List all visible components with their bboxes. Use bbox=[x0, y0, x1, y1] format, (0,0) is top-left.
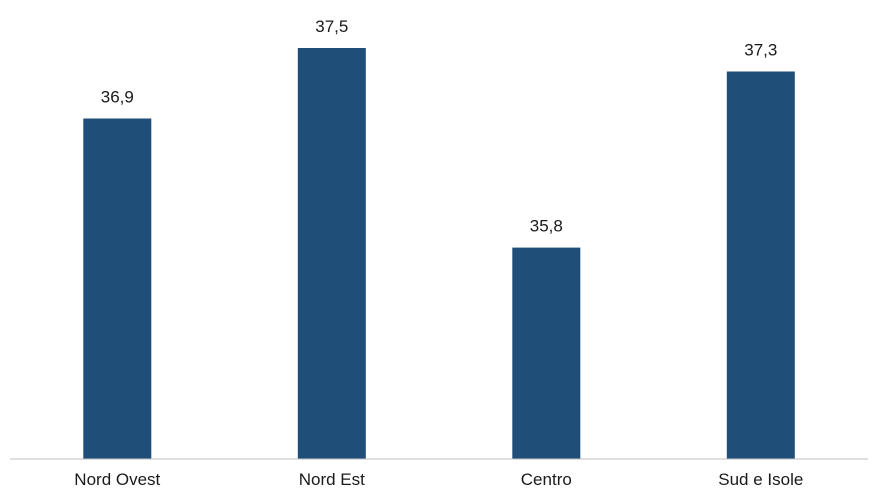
bar-centro bbox=[512, 247, 581, 459]
data-label-sud-e-isole: 37,3 bbox=[744, 41, 777, 60]
x-axis-tick-labels: Nord Ovest Nord Est Centro Sud e Isole bbox=[74, 470, 803, 489]
x-tick-label-sud-e-isole: Sud e Isole bbox=[718, 470, 803, 489]
x-tick-label-centro: Centro bbox=[521, 470, 572, 489]
bars-layer bbox=[83, 48, 795, 459]
data-label-nord-ovest: 36,9 bbox=[101, 88, 134, 107]
bar-sud-e-isole bbox=[726, 71, 795, 459]
x-tick-label-nord-est: Nord Est bbox=[299, 470, 365, 489]
data-labels-layer: 36,9 37,5 35,8 37,3 bbox=[101, 17, 778, 236]
data-label-nord-est: 37,5 bbox=[315, 17, 348, 36]
bar-nord-ovest bbox=[83, 118, 152, 459]
x-tick-label-nord-ovest: Nord Ovest bbox=[74, 470, 160, 489]
data-label-centro: 35,8 bbox=[530, 217, 563, 236]
bar-nord-est bbox=[297, 48, 366, 459]
